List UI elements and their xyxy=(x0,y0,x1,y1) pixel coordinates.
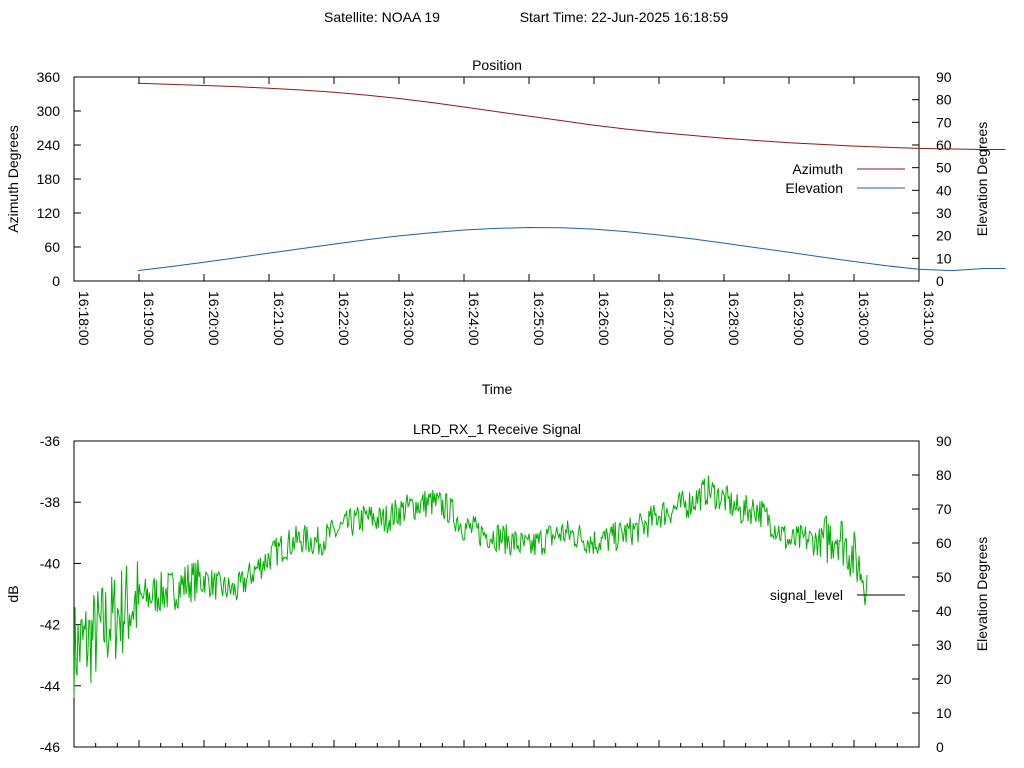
position-legend: Azimuth Elevation xyxy=(785,161,905,196)
signal-series-group xyxy=(73,475,868,699)
position-y-axis: 0 60 120 180 240 300 360 xyxy=(37,69,81,289)
position-y-tick-label: 0 xyxy=(52,273,60,289)
position-y2-tick-label: 0 xyxy=(936,273,944,289)
position-x-axis: 16:18:00 16:19:00 16:20:00 16:21:00 16:22:00… xyxy=(73,77,937,346)
legend-label-azimuth: Azimuth xyxy=(792,161,843,177)
signal-y2-tick-label: 0 xyxy=(936,739,944,755)
signal-x-axis xyxy=(73,740,898,747)
position-y2-tick-label: 60 xyxy=(936,137,952,153)
header-satellite: Satellite: NOAA 19 xyxy=(324,9,440,25)
position-x-tick-label: 16:23:00 xyxy=(401,291,417,346)
signal-y2-tick-label: 10 xyxy=(936,705,952,721)
position-y2-tick-label: 80 xyxy=(936,92,952,108)
signal-y2label: Elevation Degrees xyxy=(974,537,990,651)
position-plot-frame xyxy=(73,76,920,282)
position-y-tick-label: 180 xyxy=(37,171,61,187)
position-y-tick-label: 120 xyxy=(37,205,61,221)
position-series-group xyxy=(137,82,1006,272)
position-title: Position xyxy=(472,57,522,73)
position-y2-tick-label: 10 xyxy=(936,250,952,266)
position-x-tick-label: 16:19:00 xyxy=(141,291,157,346)
legend-label-signal-level: signal_level xyxy=(770,587,843,603)
position-y2-axis: 0 10 20 30 40 50 60 70 80 90 xyxy=(912,69,952,289)
signal-y-tick-label: -40 xyxy=(40,555,60,571)
signal-y2-tick-label: 40 xyxy=(936,603,952,619)
position-x-tick-label: 16:21:00 xyxy=(271,291,287,346)
position-y2-tick-label: 20 xyxy=(936,228,952,244)
signal-y-tick-label: -42 xyxy=(40,617,60,633)
signal-y2-axis: 0 10 20 30 40 50 60 70 80 90 xyxy=(912,433,952,755)
position-y-tick-label: 300 xyxy=(37,103,61,119)
position-xlabel: Time xyxy=(482,381,513,397)
signal-y-tick-label: -36 xyxy=(40,433,60,449)
header-start-time: Start Time: 22-Jun-2025 16:18:59 xyxy=(520,9,729,25)
position-y2-tick-label: 40 xyxy=(936,182,952,198)
signal-ylabel: dB xyxy=(5,585,21,602)
position-x-tick-label: 16:25:00 xyxy=(531,291,547,346)
position-series-line-azimuth xyxy=(137,82,1006,150)
position-x-tick-label: 16:20:00 xyxy=(206,291,222,346)
position-series-line-elevation xyxy=(137,226,1006,272)
signal-series-line-signal-level xyxy=(73,475,868,699)
signal-y2-tick-label: 50 xyxy=(936,569,952,585)
position-y-tick-label: 60 xyxy=(44,239,60,255)
signal-y2-tick-label: 30 xyxy=(936,637,952,653)
position-x-tick-label: 16:29:00 xyxy=(791,291,807,346)
position-y-tick-label: 360 xyxy=(37,69,61,85)
signal-y-tick-label: -44 xyxy=(40,678,60,694)
position-y2-tick-label: 70 xyxy=(936,114,952,130)
position-x-tick-label: 16:31:00 xyxy=(921,291,937,346)
signal-plot-frame xyxy=(73,440,920,748)
signal-y2-tick-label: 80 xyxy=(936,467,952,483)
legend-label-elevation: Elevation xyxy=(785,180,843,196)
signal-legend: signal_level xyxy=(770,587,905,603)
signal-y-axis: -46 -44 -42 -40 -38 -36 xyxy=(40,433,81,755)
position-x-tick-label: 16:27:00 xyxy=(661,291,677,346)
position-x-tick-label: 16:22:00 xyxy=(336,291,352,346)
signal-y2-tick-label: 90 xyxy=(936,433,952,449)
position-x-tick-label: 16:26:00 xyxy=(596,291,612,346)
signal-y2-tick-label: 20 xyxy=(936,671,952,687)
position-y2-tick-label: 50 xyxy=(936,160,952,176)
signal-y-tick-label: -46 xyxy=(40,739,60,755)
position-y2-tick-label: 30 xyxy=(936,205,952,221)
signal-y2-tick-label: 70 xyxy=(936,501,952,517)
position-y2label: Elevation Degrees xyxy=(974,122,990,236)
position-ylabel: Azimuth Degrees xyxy=(5,125,21,232)
signal-y2-tick-label: 60 xyxy=(936,535,952,551)
position-x-tick-label: 16:30:00 xyxy=(856,291,872,346)
position-x-tick-label: 16:18:00 xyxy=(76,291,92,346)
position-y2-tick-label: 90 xyxy=(936,69,952,85)
position-x-tick-label: 16:24:00 xyxy=(466,291,482,346)
signal-y-tick-label: -38 xyxy=(40,494,60,510)
signal-title: LRD_RX_1 Receive Signal xyxy=(413,421,581,437)
position-y-tick-label: 240 xyxy=(37,137,61,153)
position-x-tick-label: 16:28:00 xyxy=(726,291,742,346)
